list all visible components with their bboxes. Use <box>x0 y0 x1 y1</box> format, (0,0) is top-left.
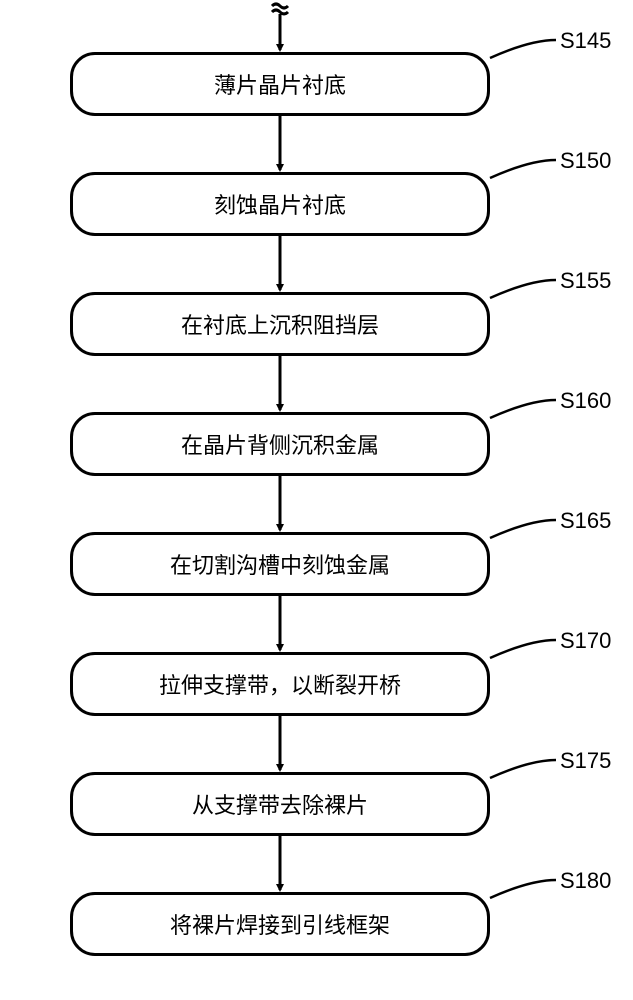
step-box-s150: 刻蚀晶片衬底 <box>70 172 490 236</box>
step-text-s155: 在衬底上沉积阻挡层 <box>181 308 379 340</box>
step-label-s155: S155 <box>560 268 611 294</box>
step-label-s165: S165 <box>560 508 611 534</box>
leader-s145 <box>490 40 556 58</box>
step-text-s150: 刻蚀晶片衬底 <box>214 188 346 220</box>
step-label-s160: S160 <box>560 388 611 414</box>
continuation-marker-icon <box>272 4 288 50</box>
step-label-s175: S175 <box>560 748 611 774</box>
step-text-s180: 将裸片焊接到引线框架 <box>170 908 390 940</box>
step-box-s180: 将裸片焊接到引线框架 <box>70 892 490 956</box>
step-label-s180: S180 <box>560 868 611 894</box>
step-label-s150: S150 <box>560 148 611 174</box>
leader-s160 <box>490 400 556 418</box>
step-text-s160: 在晶片背侧沉积金属 <box>181 428 379 460</box>
leader-s180 <box>490 880 556 898</box>
step-box-s175: 从支撑带去除裸片 <box>70 772 490 836</box>
leader-s150 <box>490 160 556 178</box>
leader-s165 <box>490 520 556 538</box>
leader-s175 <box>490 760 556 778</box>
step-label-s145: S145 <box>560 28 611 54</box>
step-text-s165: 在切割沟槽中刻蚀金属 <box>170 548 390 580</box>
leader-s155 <box>490 280 556 298</box>
step-box-s145: 薄片晶片衬底 <box>70 52 490 116</box>
step-text-s170: 拉伸支撑带，以断裂开桥 <box>159 668 401 700</box>
step-text-s175: 从支撑带去除裸片 <box>192 788 368 820</box>
step-box-s160: 在晶片背侧沉积金属 <box>70 412 490 476</box>
step-label-s170: S170 <box>560 628 611 654</box>
flowchart-canvas: 薄片晶片衬底 刻蚀晶片衬底 在衬底上沉积阻挡层 在晶片背侧沉积金属 在切割沟槽中… <box>0 0 633 1000</box>
flowchart-overlay <box>0 0 633 1000</box>
step-box-s155: 在衬底上沉积阻挡层 <box>70 292 490 356</box>
step-box-s170: 拉伸支撑带，以断裂开桥 <box>70 652 490 716</box>
step-box-s165: 在切割沟槽中刻蚀金属 <box>70 532 490 596</box>
step-text-s145: 薄片晶片衬底 <box>214 68 346 100</box>
leader-s170 <box>490 640 556 658</box>
